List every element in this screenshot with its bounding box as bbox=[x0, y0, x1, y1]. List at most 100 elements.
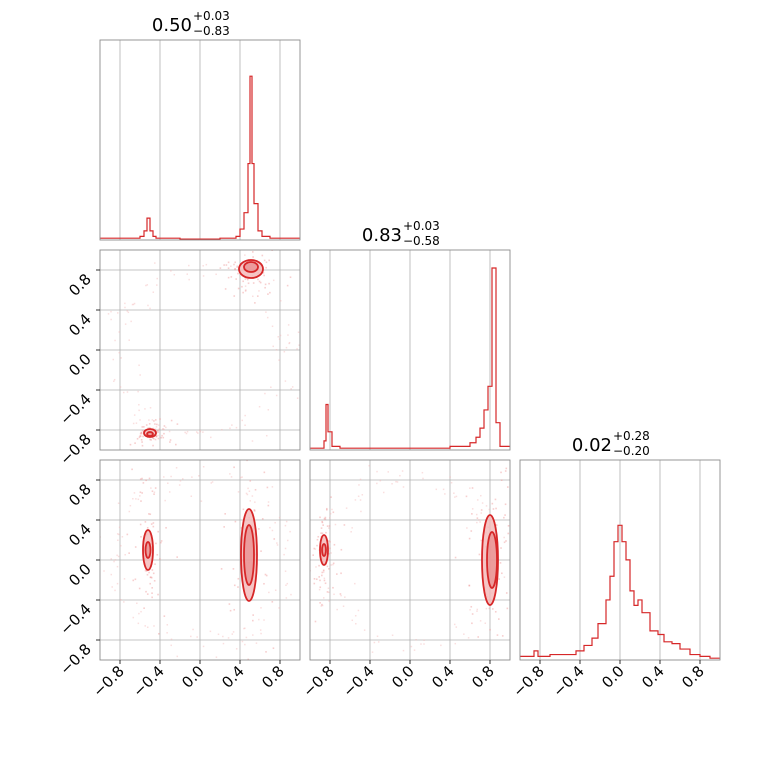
scatter-point bbox=[151, 569, 154, 571]
y-tick-label: −0.8 bbox=[56, 430, 94, 468]
scatter-point bbox=[320, 532, 322, 535]
scatter-point bbox=[321, 520, 323, 523]
scatter-point bbox=[199, 429, 201, 432]
scatter-point bbox=[480, 494, 482, 497]
scatter-point bbox=[284, 524, 287, 527]
scatter-point bbox=[239, 743, 241, 745]
scatter-point bbox=[170, 644, 172, 647]
scatter-point bbox=[253, 509, 256, 511]
scatter-point bbox=[228, 241, 230, 243]
scatter-point bbox=[150, 523, 153, 525]
contour-inner bbox=[243, 261, 259, 273]
scatter-point bbox=[329, 547, 331, 550]
scatter-point bbox=[454, 556, 457, 559]
scatter-point bbox=[116, 533, 119, 535]
scatter-point bbox=[296, 348, 298, 350]
scatter-point bbox=[127, 311, 130, 314]
scatter-point bbox=[140, 610, 142, 613]
scatter-point bbox=[265, 261, 268, 264]
scatter-point bbox=[158, 632, 160, 635]
scatter-point bbox=[491, 502, 494, 505]
scatter-point bbox=[154, 428, 156, 431]
scatter-point bbox=[138, 436, 141, 439]
scatter-point bbox=[110, 573, 113, 576]
scatter-point bbox=[500, 441, 502, 443]
scatter-point bbox=[235, 278, 237, 280]
scatter-point bbox=[471, 613, 474, 615]
scatter-point bbox=[117, 539, 119, 542]
scatter-point bbox=[505, 540, 507, 542]
scatter-point bbox=[138, 612, 140, 615]
scatter-point bbox=[328, 527, 330, 529]
scatter-point bbox=[152, 427, 155, 430]
scatter-point bbox=[140, 500, 142, 502]
scatter-point bbox=[265, 311, 267, 313]
scatter-point bbox=[152, 437, 154, 439]
scatter-point bbox=[330, 496, 332, 498]
scatter-point bbox=[199, 430, 202, 433]
scatter-point bbox=[154, 423, 156, 425]
scatter-point bbox=[263, 582, 265, 585]
scatter-point bbox=[500, 471, 502, 474]
scatter-point bbox=[471, 513, 473, 515]
scatter-point bbox=[271, 601, 274, 603]
y-tick-label: 0.8 bbox=[65, 480, 95, 510]
scatter-point bbox=[159, 558, 161, 560]
scatter-point bbox=[513, 573, 515, 575]
scatter-point bbox=[413, 649, 416, 651]
scatter-point bbox=[229, 473, 231, 475]
scatter-point bbox=[329, 540, 331, 543]
scatter-point bbox=[138, 587, 141, 590]
scatter-point bbox=[156, 284, 158, 286]
scatter-point bbox=[202, 275, 205, 277]
scatter-point bbox=[306, 558, 308, 560]
contour-inner bbox=[486, 531, 498, 589]
scatter-point bbox=[252, 256, 254, 258]
scatter-point bbox=[233, 466, 235, 469]
scatter-point bbox=[290, 388, 292, 390]
scatter-point bbox=[219, 267, 222, 269]
scatter-point bbox=[198, 475, 200, 477]
scatter-point bbox=[132, 579, 135, 582]
scatter-point bbox=[291, 386, 294, 388]
scatter-point bbox=[264, 286, 266, 289]
scatter-point bbox=[265, 241, 267, 243]
scatter-point bbox=[444, 493, 446, 495]
scatter-point bbox=[142, 435, 144, 438]
scatter-point bbox=[252, 614, 254, 616]
scatter-point bbox=[156, 277, 158, 280]
scatter-point bbox=[222, 642, 225, 645]
scatter-point bbox=[246, 460, 248, 462]
scatter-point bbox=[376, 635, 379, 638]
scatter-point bbox=[328, 600, 330, 602]
scatter-point bbox=[471, 487, 474, 489]
scatter-point bbox=[179, 480, 182, 482]
scatter-point bbox=[197, 432, 199, 434]
scatter-point bbox=[150, 439, 152, 441]
scatter-point bbox=[190, 495, 193, 498]
scatter-point bbox=[155, 435, 158, 437]
panel-title-err-plus: +0.28 bbox=[613, 429, 650, 443]
scatter-point bbox=[480, 512, 483, 514]
scatter-point bbox=[319, 516, 321, 519]
scatter-point bbox=[136, 602, 138, 605]
scatter-point bbox=[336, 608, 338, 611]
scatter-point bbox=[495, 507, 497, 510]
scatter-point bbox=[479, 620, 482, 622]
scatter-point bbox=[215, 273, 217, 276]
scatter-point bbox=[479, 521, 481, 523]
scatter-point bbox=[297, 331, 300, 334]
scatter-point bbox=[319, 586, 322, 589]
scatter-point bbox=[114, 339, 116, 342]
x-tick-label: 0.0 bbox=[178, 662, 208, 692]
scatter-point bbox=[235, 426, 238, 429]
scatter-point bbox=[234, 261, 237, 264]
scatter-point bbox=[241, 419, 244, 422]
scatter-point bbox=[242, 280, 244, 283]
scatter-point bbox=[123, 578, 126, 580]
scatter-point bbox=[138, 409, 140, 412]
scatter-point bbox=[103, 570, 105, 572]
scatter-point bbox=[167, 482, 169, 484]
scatter-point bbox=[117, 502, 120, 504]
scatter-point bbox=[163, 476, 165, 478]
